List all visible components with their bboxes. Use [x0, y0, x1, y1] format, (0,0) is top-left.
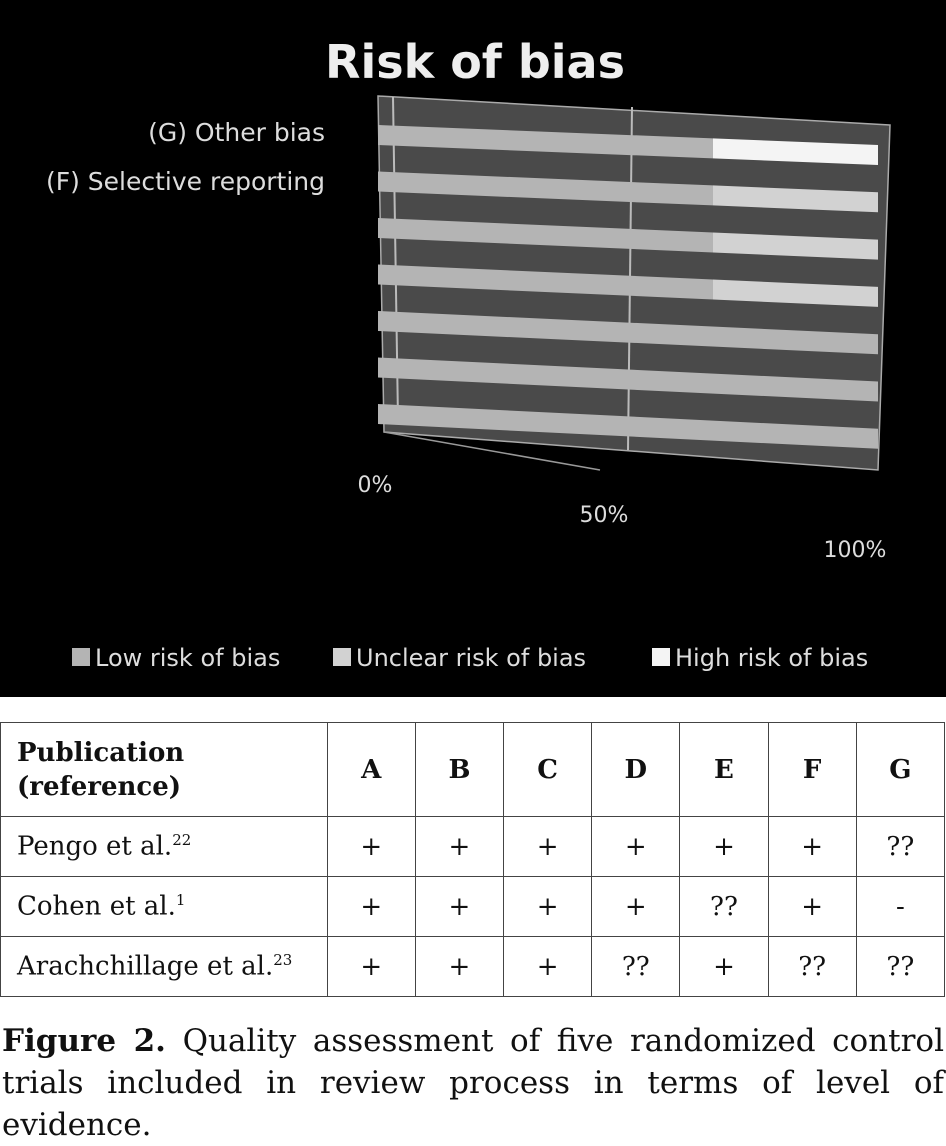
rating-cell: +: [767, 816, 857, 877]
rating-cell: +: [503, 816, 593, 877]
rating-cell: +: [767, 876, 857, 937]
header-g: G: [855, 722, 946, 817]
bar-segment-row2-low-risk-of-bias: [378, 171, 713, 206]
publication-cell: Arachchillage et al.23: [0, 936, 328, 997]
bar-segment-row3-unclear-risk-of-bias: [713, 232, 878, 260]
header-d: D: [591, 722, 681, 817]
header-c: C: [503, 722, 593, 817]
chart-svg: Risk of bias (G) Other bias (F) Selectiv…: [46, 35, 891, 672]
quality-table: Publication (reference) A B C D E F G Pen…: [0, 722, 946, 997]
rating-cell: +: [414, 876, 505, 937]
risk-of-bias-chart: Risk of bias (G) Other bias (F) Selectiv…: [0, 0, 946, 697]
reference-number: 22: [172, 831, 192, 850]
rating-cell: ??: [855, 936, 946, 997]
reference-number: 1: [175, 891, 186, 910]
table-row: Cohen et al.1 + + + +?? + -: [0, 876, 946, 937]
rating-cell: +: [503, 936, 593, 997]
table-header-row: Publication (reference) A B C D E F G: [0, 722, 946, 817]
legend-label-high: High risk of bias: [675, 644, 868, 672]
header-b: B: [414, 722, 505, 817]
plot-floor-edge: [383, 431, 601, 471]
bar-segment-row3-low-risk-of-bias: [378, 218, 713, 253]
figure-caption: Figure 2. Quality assessment of five ran…: [2, 1020, 944, 1146]
x-tick-0: 0%: [358, 473, 393, 498]
publication-name: Cohen et al.: [17, 891, 176, 922]
header-a: A: [326, 722, 416, 817]
header-line: Publication: [17, 737, 185, 768]
publication-cell: Cohen et al.1: [0, 876, 328, 937]
rating-cell: +: [503, 876, 593, 937]
category-label-f: (F) Selective reporting: [46, 167, 325, 196]
chart-title: Risk of bias: [325, 35, 625, 89]
bar-segment-row2-unclear-risk-of-bias: [713, 185, 878, 213]
rating-cell: +: [679, 936, 769, 997]
header-e: E: [679, 722, 769, 817]
rating-cell: -: [855, 876, 946, 937]
plot-area: [377, 95, 891, 471]
x-tick-50: 50%: [580, 503, 629, 528]
reference-number: 23: [273, 951, 293, 970]
legend-swatch-high: [652, 648, 670, 666]
legend-swatch-unclear: [333, 648, 351, 666]
rating-cell: +: [414, 936, 505, 997]
bar-segment-row6-low-risk-of-bias: [378, 357, 878, 402]
bar-segment-row7-low-risk-of-bias: [378, 404, 878, 449]
publication-name: Pengo et al.: [17, 831, 173, 862]
header-publication: Publication (reference): [0, 722, 328, 817]
legend-swatch-low: [72, 648, 90, 666]
table-row: Arachchillage et al.23 + + +?? +????: [0, 936, 946, 997]
rating-cell: +: [679, 816, 769, 877]
caption-text: Quality assessment of five randomized co…: [2, 1023, 944, 1143]
publication-name: Arachchillage et al.: [17, 951, 274, 982]
table-row: Pengo et al.22 + + + + + +??: [0, 816, 946, 877]
bar-segment-row5-low-risk-of-bias: [378, 311, 878, 355]
publication-cell: Pengo et al.22: [0, 816, 328, 877]
rating-cell: +: [414, 816, 505, 877]
bar-segment-row4-unclear-risk-of-bias: [713, 279, 878, 307]
rating-cell: ??: [679, 876, 769, 937]
rating-cell: +: [326, 936, 416, 997]
rating-cell: ??: [855, 816, 946, 877]
legend: Low risk of bias Unclear risk of bias Hi…: [72, 644, 868, 672]
rating-cell: +: [326, 816, 416, 877]
x-tick-100: 100%: [824, 538, 887, 563]
bar-segment-row4-low-risk-of-bias: [378, 264, 713, 300]
legend-label-unclear: Unclear risk of bias: [356, 644, 586, 672]
caption-label: Figure 2.: [2, 1023, 166, 1059]
rating-cell: ??: [591, 936, 681, 997]
rating-cell: +: [326, 876, 416, 937]
header-f: F: [767, 722, 857, 817]
rating-cell: ??: [767, 936, 857, 997]
rating-cell: +: [591, 876, 681, 937]
rating-cell: +: [591, 816, 681, 877]
category-label-g: (G) Other bias: [148, 118, 325, 147]
header-line: (reference): [17, 771, 182, 802]
legend-label-low: Low risk of bias: [95, 644, 280, 672]
bar-segment-row1-high-risk-of-bias: [713, 138, 878, 165]
bar-segment-row1-low-risk-of-bias: [378, 125, 713, 159]
